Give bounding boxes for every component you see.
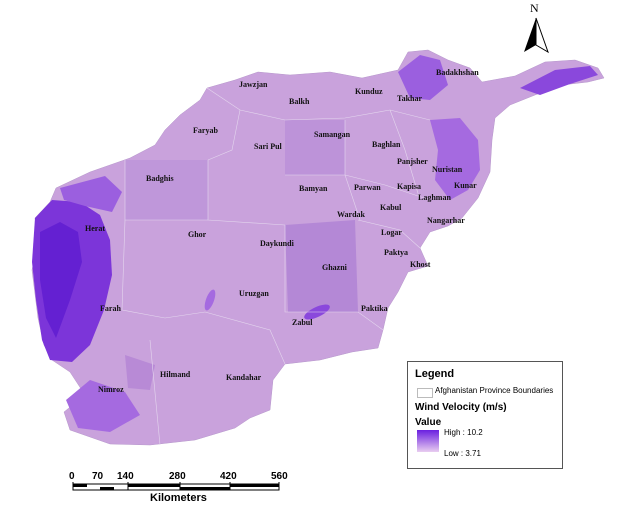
legend-title: Legend [415,368,455,380]
kandahar-ridge [204,289,216,311]
western-border-zone [60,176,122,212]
province-label: Badakhshan [436,68,479,77]
province-label: Laghman [418,193,451,202]
province-label: Kunar [454,181,477,190]
province-label: Nuristan [432,165,463,174]
province-boundaries [121,87,431,446]
province-label: Hilmand [160,370,191,379]
northeast-zone [430,118,480,200]
province-label: Nimroz [98,385,124,394]
scale-tick-label: 140 [117,471,134,482]
province-label: Kabul [380,203,402,212]
province-label: Faryab [193,126,218,135]
ghazni-block [285,220,358,312]
province-label: Herat [85,224,105,233]
scale-tick-label: 0 [69,471,75,482]
province-label: Kandahar [226,373,262,382]
color-ramp [417,430,439,452]
province-label: Parwan [354,183,381,192]
province-label: Sari Pul [254,142,283,151]
scale-tick-label: 280 [169,471,186,482]
province-label: Farah [100,304,121,313]
high-value-label: High : 10.2 [444,428,483,437]
province-label: Takhar [397,94,423,103]
map-legend: Legend Afghanistan Province Boundaries W… [407,361,563,469]
province-label: Paktika [361,304,388,313]
variable-title: Wind Velocity (m/s) [415,402,507,413]
boundary-swatch [417,388,433,398]
province-label: Baghlan [372,140,401,149]
north-label: N [530,1,539,15]
province-label: Kapisa [397,182,421,191]
province-label: Balkh [289,97,310,106]
province-label: Paktya [384,248,408,257]
scale-tick-label: 70 [92,471,104,482]
province-label: Bamyan [299,184,328,193]
badakhshan-zone [398,55,448,100]
herat-core-zone [40,222,82,338]
province-label: Daykundi [260,239,295,248]
province-label: Uruzgan [239,289,269,298]
province-label: Panjsher [397,157,428,166]
province-label: Logar [381,228,402,237]
province-label: Wardak [337,210,366,219]
north-arrow-icon [524,17,549,54]
hilmand-zone [125,355,155,390]
samangan-block [285,120,345,175]
nimroz-zone [66,380,140,432]
boundary-label: Afghanistan Province Boundaries [435,386,554,395]
low-value-label: Low : 3.71 [444,449,481,458]
wakhan-zone [520,66,598,95]
province-label: Ghor [188,230,207,239]
province-label: Badghis [146,174,174,183]
province-labels: Jawzjan Balkh Kunduz Badakhshan Takhar F… [85,68,479,394]
province-label: Nangarhar [427,216,465,225]
badghis-block [125,160,208,220]
scale-unit-label: Kilometers [150,492,207,504]
scale-bar [72,482,280,491]
province-label: Khost [410,260,431,269]
province-label: Samangan [314,130,351,139]
province-label: Kunduz [355,87,383,96]
value-label: Value [415,417,442,428]
scale-tick-label: 560 [271,471,288,482]
province-label: Ghazni [322,263,348,272]
province-label: Jawzjan [239,80,268,89]
province-label: Zabul [292,318,313,327]
scale-tick-label: 420 [220,471,237,482]
